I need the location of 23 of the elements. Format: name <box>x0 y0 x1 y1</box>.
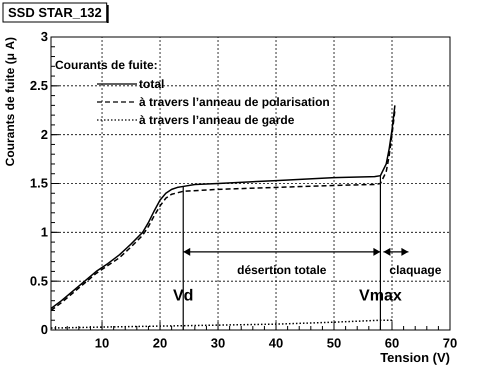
legend-label: total <box>139 77 164 91</box>
y-tick-label: 2 <box>40 126 48 142</box>
x-tick-label: 20 <box>152 335 168 350</box>
y-axis-title: Courants de fuite (μ A) <box>3 37 17 166</box>
legend-title: Courants de fuite: <box>55 58 158 72</box>
legend-label: à travers l’anneau de polarisation <box>139 95 330 109</box>
x-tick-label: 40 <box>268 335 284 350</box>
y-tick-label: 0.5 <box>30 273 48 288</box>
annotation: claquage <box>389 262 442 277</box>
legend-label: à travers l’anneau de garde <box>139 113 295 127</box>
x-tick-label: 50 <box>326 335 342 350</box>
x-axis-title: Tension (V) <box>380 350 450 365</box>
x-tick-label: 30 <box>210 335 226 350</box>
y-tick-label: 3 <box>40 29 48 44</box>
y-tick-label: 1.5 <box>30 176 48 191</box>
y-tick-label: 2.5 <box>30 78 48 93</box>
annotation: désertion totale <box>237 262 327 277</box>
y-tick-label: 0 <box>40 322 48 338</box>
x-tick-label: 60 <box>384 335 400 350</box>
x-tick-label: 70 <box>442 335 458 350</box>
x-tick-label: 10 <box>94 335 110 350</box>
chart-title: SSD STAR_132 <box>8 5 102 20</box>
y-tick-label: 1 <box>40 224 48 240</box>
